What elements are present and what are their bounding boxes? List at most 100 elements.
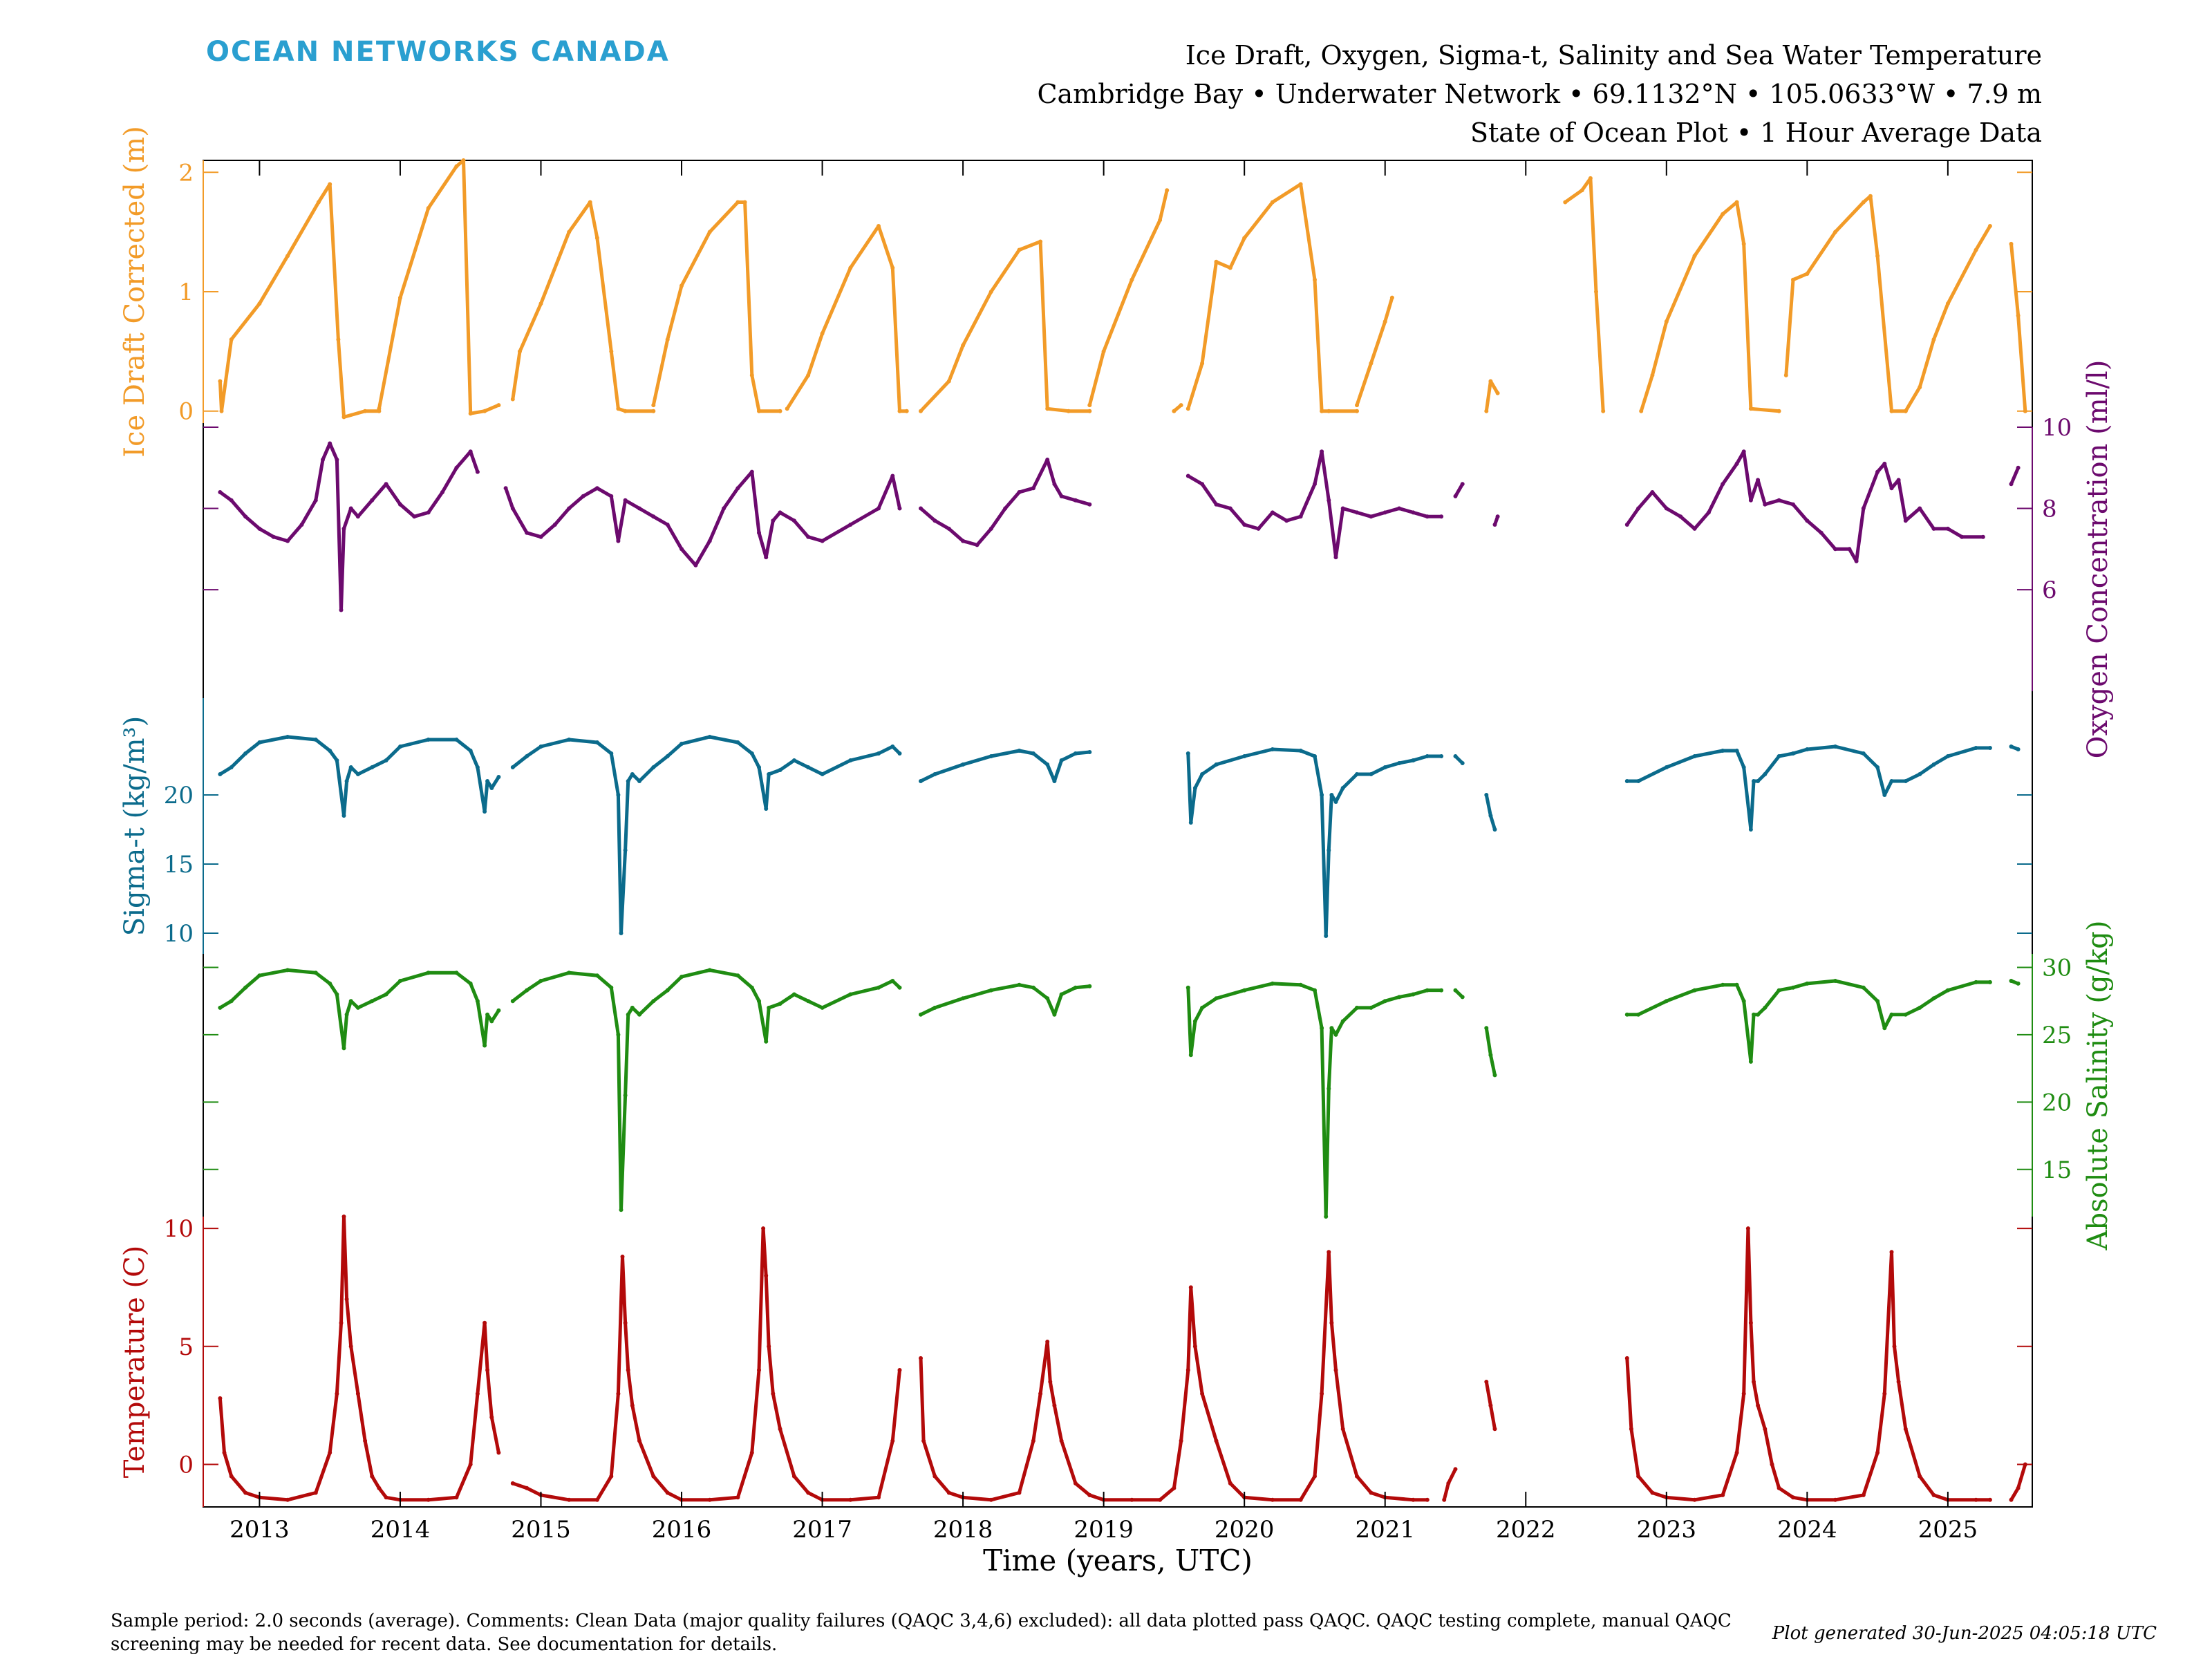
salinity-data-point xyxy=(848,992,853,997)
salinity-data-point xyxy=(1974,980,1978,984)
oxygen-data-point xyxy=(1425,514,1430,519)
salinity-data-point xyxy=(764,1039,769,1044)
sigma-data-point xyxy=(806,765,811,769)
sigma-data-point xyxy=(489,786,494,790)
salinity-data-point xyxy=(1721,982,1725,987)
ice-data-point xyxy=(2023,409,2027,413)
salinity-data-point xyxy=(1087,984,1092,988)
oxygen-data-point xyxy=(1003,506,1008,511)
oxygen-data-point xyxy=(525,530,529,535)
temperature-data-point xyxy=(1650,1490,1655,1495)
sigma-data-point xyxy=(778,768,782,772)
temperature-data-point xyxy=(1875,1450,1880,1455)
oxygen-data-point xyxy=(454,465,459,470)
ice-data-point xyxy=(623,409,628,413)
oxygen-data-point xyxy=(1270,510,1275,515)
sigma-data-point xyxy=(1192,786,1197,790)
ice-data-point xyxy=(806,373,811,377)
temperature-data-point xyxy=(377,1485,382,1490)
salinity-data-point xyxy=(482,1043,487,1048)
ice-data-point xyxy=(454,164,459,169)
ice-data-point xyxy=(1355,409,1359,413)
temperature-tick-label: 5 xyxy=(178,1333,194,1361)
ice-data-point xyxy=(1270,200,1275,205)
oxygen-data-point xyxy=(1741,449,1746,454)
sigma-data-point xyxy=(1721,749,1725,753)
temperature-data-point xyxy=(1087,1492,1092,1497)
temperature-data-point xyxy=(1756,1403,1761,1408)
sigma-data-point xyxy=(848,758,853,762)
temperature-y-axis-label: Temperature (C) xyxy=(119,1246,151,1479)
salinity-data-point xyxy=(1903,1012,1908,1017)
sigma-data-point xyxy=(1087,750,1092,754)
sigma-data-point xyxy=(665,754,670,758)
temperature-data-point xyxy=(1059,1438,1064,1443)
ice-series-line xyxy=(511,200,655,413)
sigma-data-point xyxy=(626,779,630,783)
sigma-data-point xyxy=(707,735,712,739)
temperature-data-point xyxy=(761,1226,766,1231)
sigma-series-line xyxy=(1186,747,1443,938)
temperature-data-point xyxy=(757,1368,761,1372)
ice-data-point xyxy=(377,406,382,411)
sigma-data-point xyxy=(468,749,473,753)
salinity-data-point xyxy=(1059,992,1064,997)
ice-data-point xyxy=(651,403,656,408)
ice-data-point xyxy=(1748,406,1753,411)
sigma-data-point xyxy=(1945,754,1950,758)
oxygen-data-point xyxy=(412,514,417,519)
temperature-data-point xyxy=(626,1368,630,1372)
oxygen-data-point xyxy=(1052,482,1057,487)
salinity-data-point xyxy=(341,1046,346,1051)
oxygen-series-line xyxy=(919,458,1091,547)
sigma-data-point xyxy=(1298,749,1303,753)
oxygen-series-line xyxy=(1186,449,1443,559)
salinity-data-point xyxy=(749,985,754,990)
salinity-data-point xyxy=(767,1005,771,1010)
temperature-series-line xyxy=(511,1226,901,1502)
oxygen-data-point xyxy=(1861,506,1866,511)
panel-ice: 0 1 2 Ice Draft Corrected (m) xyxy=(119,126,2032,458)
sigma-series-line xyxy=(218,735,500,818)
oxygen-y-axis-label: Oxygen Concentration (ml/l) xyxy=(2082,360,2114,759)
temperature-data-point xyxy=(616,1391,621,1396)
panel-salinity: 15 20 25 30 Absolute Salinity (g/kg) xyxy=(203,920,2114,1251)
oxygen-data-point xyxy=(468,449,473,454)
salinity-data-point xyxy=(630,1005,635,1010)
temperature-data-point xyxy=(1896,1380,1901,1384)
oxygen-data-point xyxy=(975,543,980,547)
salinity-data-point xyxy=(651,999,656,1004)
ice-data-point xyxy=(218,379,223,384)
ice-data-point xyxy=(1903,409,1908,413)
salinity-data-point xyxy=(988,988,993,993)
x-tick-label: 2019 xyxy=(1074,1516,1134,1544)
salinity-data-point xyxy=(1324,1215,1329,1219)
title-line-3: State of Ocean Plot • 1 Hour Average Dat… xyxy=(1470,118,2042,148)
temperature-data-point xyxy=(1017,1490,1022,1495)
oxygen-data-point xyxy=(1031,486,1035,491)
temperature-data-point xyxy=(1629,1427,1633,1432)
sigma-data-point xyxy=(890,744,895,749)
salinity-data-point xyxy=(285,968,290,973)
sigma-data-point xyxy=(510,765,515,769)
oxygen-data-point xyxy=(1756,478,1761,482)
ice-data-point xyxy=(778,409,782,413)
oxygen-data-point xyxy=(637,506,641,511)
ice-data-point xyxy=(1488,379,1493,384)
sigma-data-point xyxy=(1492,827,1497,832)
temperature-data-point xyxy=(339,1320,344,1325)
sigma-data-point xyxy=(988,754,993,758)
sigma-data-point xyxy=(344,779,349,783)
ice-data-point xyxy=(897,409,902,413)
salinity-data-point xyxy=(1411,992,1416,997)
ice-data-point xyxy=(946,379,951,384)
ice-data-point xyxy=(616,406,621,411)
oxygen-data-point xyxy=(1333,555,1338,560)
sigma-data-point xyxy=(229,765,234,769)
ice-data-point xyxy=(651,409,656,413)
panel-sigma: 10 15 20 Sigma-t (kg/m³) xyxy=(119,698,2032,954)
temperature-data-point xyxy=(1228,1481,1232,1485)
sigma-data-point xyxy=(1045,762,1050,767)
salinity-data-point xyxy=(1369,1005,1374,1010)
oxygen-data-point xyxy=(735,486,740,491)
